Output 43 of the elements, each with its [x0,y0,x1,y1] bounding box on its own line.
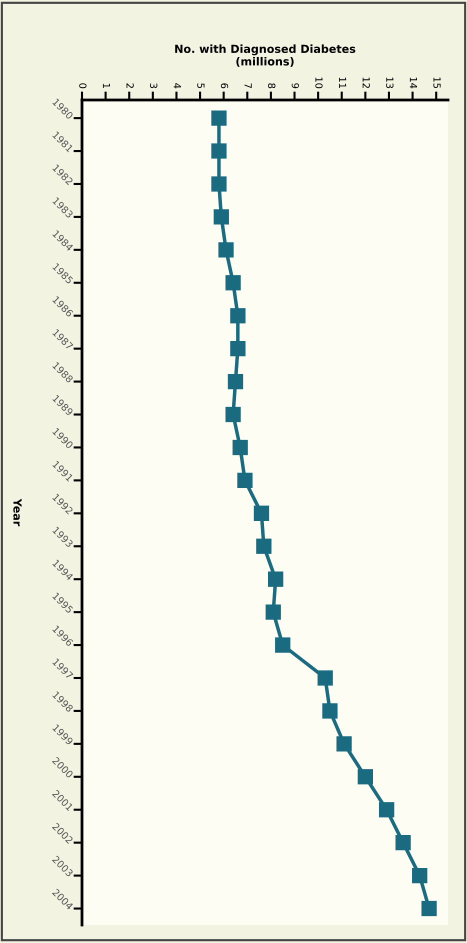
x-tick-label: 13 [386,78,394,88]
x-tick-label: 7 [244,84,252,88]
point [275,637,290,653]
point [228,374,244,390]
x-tick-label: 3 [150,83,158,88]
y-axis-title: Year [13,498,22,526]
x-tick-label: 2 [126,83,134,88]
point [230,308,246,324]
x-tick-label: 12 [362,78,370,88]
x-tick-label: 11 [339,78,346,88]
point [225,275,241,290]
point [232,440,248,456]
point [214,209,229,225]
point [218,242,234,258]
x-tick-label: 14 [410,78,417,88]
x-tick-label: 0 [79,83,87,88]
point [230,341,246,356]
point [266,604,281,620]
point [336,736,352,752]
point [237,472,253,488]
point [211,110,227,126]
point [225,406,241,422]
x-tick-label: 9 [292,83,300,88]
point [318,670,333,686]
point [256,538,272,554]
x-tick-label: 5 [197,83,204,88]
point [254,506,270,521]
point [211,176,227,192]
x-tick-label: 6 [220,83,228,88]
point [322,703,338,719]
point [358,769,373,784]
x-tick-label: 15 [433,78,441,88]
point [395,835,411,850]
x-tick-label: 1 [102,84,110,88]
x-tick-label: 8 [268,83,276,88]
point [412,868,428,884]
point [211,143,227,159]
point [421,900,437,916]
x-tick-label: 10 [315,78,323,88]
point [268,572,284,587]
x-tick-label: 4 [174,83,181,88]
x-axis-title: No. with Diagnosed Diabetes (millions) [175,44,356,67]
point [378,802,394,818]
